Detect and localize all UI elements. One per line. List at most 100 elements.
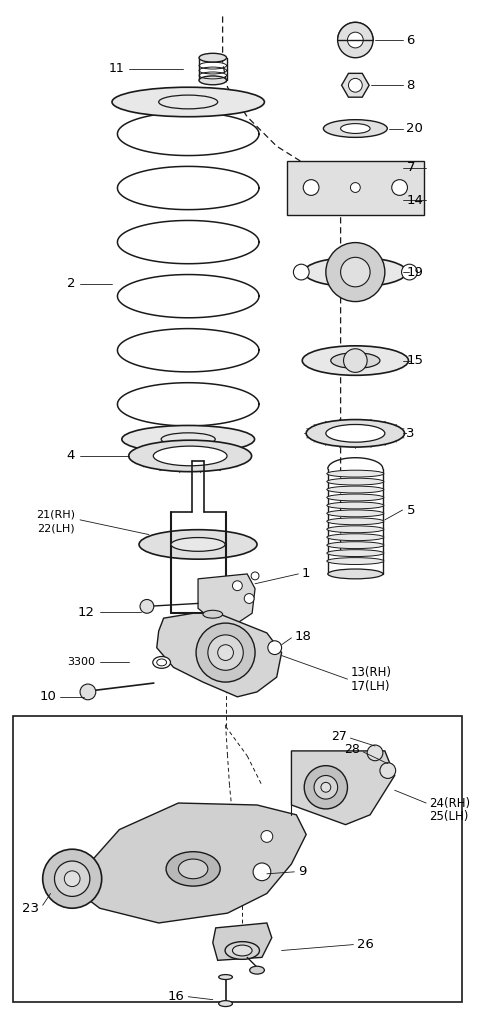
Text: 7: 7	[407, 161, 415, 175]
Text: 23: 23	[22, 901, 39, 915]
Ellipse shape	[225, 941, 260, 960]
Polygon shape	[291, 751, 395, 825]
Polygon shape	[213, 923, 272, 961]
Circle shape	[244, 594, 254, 603]
Text: 16: 16	[168, 990, 184, 1004]
Ellipse shape	[327, 478, 384, 485]
Circle shape	[402, 265, 417, 280]
Circle shape	[261, 831, 273, 842]
Circle shape	[43, 849, 102, 909]
Text: 27: 27	[332, 730, 348, 743]
Polygon shape	[75, 803, 306, 923]
Ellipse shape	[327, 550, 384, 557]
Text: 4: 4	[67, 450, 75, 462]
Text: 24(RH): 24(RH)	[429, 796, 470, 809]
Text: 1: 1	[301, 567, 310, 580]
Text: 3300: 3300	[67, 657, 95, 667]
Ellipse shape	[302, 345, 408, 375]
Polygon shape	[198, 574, 255, 623]
Ellipse shape	[327, 502, 384, 509]
Circle shape	[140, 600, 154, 613]
Text: 19: 19	[407, 266, 423, 279]
Text: 21(RH): 21(RH)	[36, 510, 75, 520]
Text: 11: 11	[108, 62, 124, 75]
Ellipse shape	[327, 526, 384, 532]
Ellipse shape	[327, 486, 384, 493]
Text: 17(LH): 17(LH)	[350, 681, 390, 694]
Ellipse shape	[199, 53, 227, 62]
Ellipse shape	[171, 538, 225, 551]
Circle shape	[321, 783, 331, 792]
Text: 14: 14	[407, 194, 423, 206]
Circle shape	[208, 635, 243, 670]
Ellipse shape	[159, 95, 218, 109]
Circle shape	[232, 580, 242, 591]
Ellipse shape	[232, 945, 252, 956]
Circle shape	[196, 623, 255, 682]
Circle shape	[392, 180, 408, 195]
Circle shape	[293, 265, 309, 280]
Ellipse shape	[328, 569, 383, 578]
Ellipse shape	[219, 1001, 232, 1007]
Ellipse shape	[327, 494, 384, 501]
Circle shape	[380, 762, 396, 779]
Ellipse shape	[327, 510, 384, 517]
Circle shape	[314, 776, 337, 799]
Circle shape	[341, 258, 370, 287]
Circle shape	[80, 684, 96, 700]
Circle shape	[303, 180, 319, 195]
Ellipse shape	[306, 420, 405, 447]
Circle shape	[344, 349, 367, 372]
Polygon shape	[157, 613, 282, 697]
Ellipse shape	[203, 610, 223, 618]
Text: 13(RH): 13(RH)	[350, 665, 391, 679]
Text: 2: 2	[67, 277, 75, 290]
Circle shape	[55, 861, 90, 896]
Ellipse shape	[157, 659, 167, 666]
Text: 10: 10	[39, 690, 57, 703]
Circle shape	[326, 242, 385, 301]
Ellipse shape	[219, 975, 232, 979]
Ellipse shape	[199, 76, 227, 85]
Ellipse shape	[153, 656, 170, 668]
Text: 3: 3	[407, 427, 415, 439]
Text: 9: 9	[299, 866, 307, 878]
Circle shape	[348, 79, 362, 92]
Text: 28: 28	[344, 743, 360, 756]
Bar	[13, 716, 462, 1002]
Ellipse shape	[179, 860, 208, 879]
Ellipse shape	[122, 425, 254, 453]
Ellipse shape	[112, 87, 264, 117]
Ellipse shape	[327, 558, 384, 564]
Text: 18: 18	[294, 631, 311, 644]
Ellipse shape	[327, 518, 384, 524]
Text: 22(LH): 22(LH)	[37, 523, 75, 533]
Circle shape	[337, 22, 373, 57]
Circle shape	[64, 871, 80, 887]
Circle shape	[253, 863, 271, 881]
Circle shape	[251, 572, 259, 579]
Circle shape	[268, 641, 282, 654]
Ellipse shape	[327, 470, 384, 477]
Text: 20: 20	[407, 122, 423, 135]
Circle shape	[304, 765, 348, 809]
Ellipse shape	[129, 440, 252, 472]
Ellipse shape	[331, 353, 380, 369]
Ellipse shape	[327, 533, 384, 541]
Circle shape	[348, 32, 363, 48]
Ellipse shape	[153, 447, 227, 466]
Ellipse shape	[304, 258, 407, 287]
Ellipse shape	[327, 542, 384, 549]
Text: 25(LH): 25(LH)	[429, 810, 468, 824]
Text: 26: 26	[357, 938, 374, 951]
Ellipse shape	[326, 424, 385, 443]
Polygon shape	[342, 74, 369, 97]
Text: 12: 12	[78, 606, 95, 618]
Circle shape	[218, 645, 233, 660]
Polygon shape	[287, 161, 424, 215]
Text: 15: 15	[407, 354, 423, 367]
Text: 8: 8	[407, 79, 415, 92]
Ellipse shape	[166, 851, 220, 886]
Ellipse shape	[161, 433, 215, 446]
Circle shape	[367, 745, 383, 760]
